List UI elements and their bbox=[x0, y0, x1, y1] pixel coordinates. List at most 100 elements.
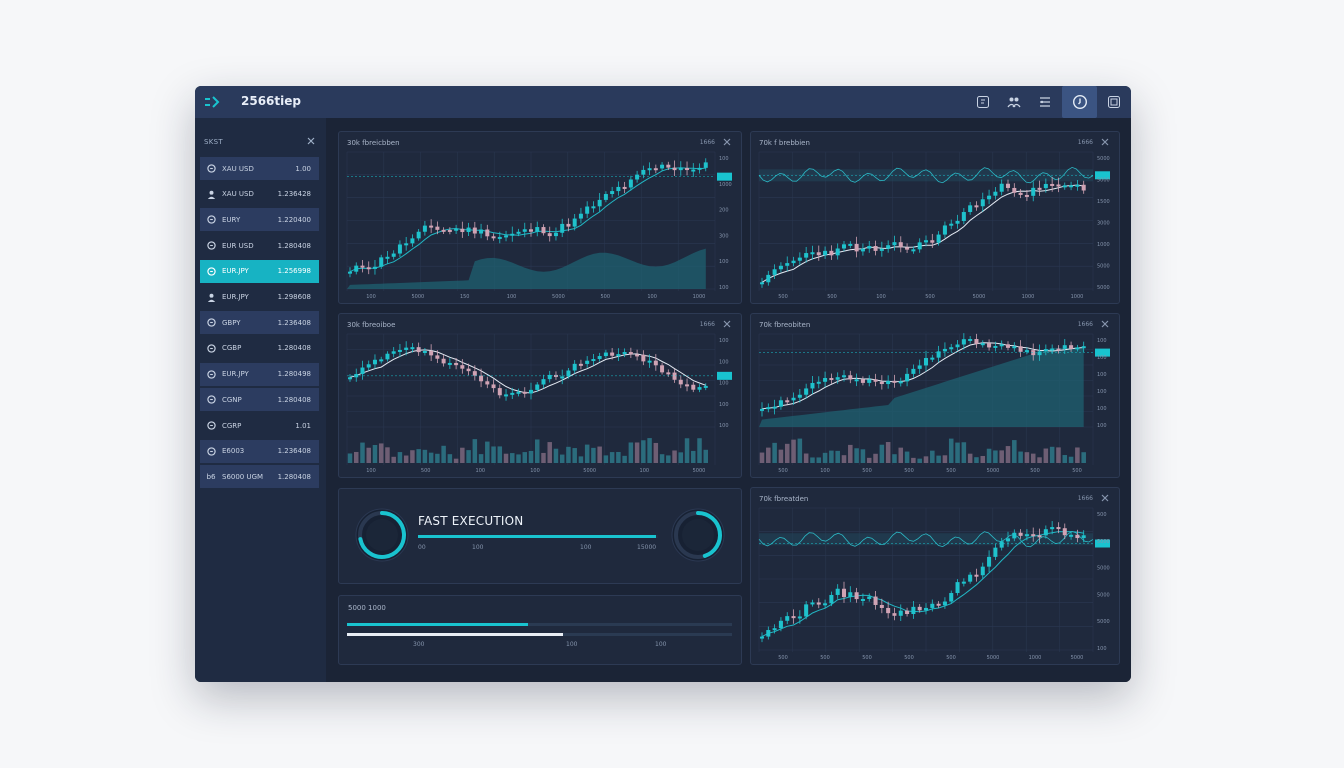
volume-bar bbox=[879, 444, 885, 463]
volume-bar bbox=[510, 453, 515, 463]
timer-button[interactable] bbox=[1062, 86, 1097, 118]
x-tick-label: 500 bbox=[778, 294, 788, 300]
candle-body bbox=[879, 381, 884, 385]
candle-body bbox=[974, 205, 979, 208]
candlestick-chart[interactable]: 100 100 100 100 100 100 500 100 100 5000 100 5000 bbox=[339, 314, 741, 477]
candle-body bbox=[867, 246, 872, 249]
candlestick-chart[interactable]: 5000 5000 1500 3000 1000 5000 5000 500 500 100 500… bbox=[751, 132, 1119, 303]
candle-body bbox=[886, 607, 891, 614]
volume-bar bbox=[703, 449, 709, 463]
symbol-row[interactable]: CGBP 1.280408 bbox=[200, 337, 319, 360]
symbol-price: 1.236428 bbox=[277, 190, 311, 199]
y-tick-label: 3000 bbox=[1097, 221, 1110, 227]
candle-body bbox=[491, 384, 496, 389]
volume-bar bbox=[803, 453, 809, 463]
snapshot-icon bbox=[1108, 96, 1120, 108]
candlestick-chart[interactable]: 500 5000 5000 5000 5000 100 500 500 500 500 500 500… bbox=[751, 488, 1119, 664]
y-tick-label: 5000 bbox=[1097, 539, 1110, 545]
candle-body bbox=[835, 248, 840, 256]
volume-bar bbox=[1062, 455, 1068, 463]
close-icon[interactable] bbox=[723, 138, 731, 146]
candle-body bbox=[441, 229, 446, 232]
volume-bar bbox=[911, 457, 916, 463]
symbol-row[interactable]: EUR.JPY 1.256998 bbox=[200, 259, 319, 283]
price-tag bbox=[1095, 171, 1110, 180]
candlestick-chart[interactable]: 100 100 100 100 100 100 500 100 500 500 500 5000 500… bbox=[751, 314, 1119, 477]
candle-body bbox=[416, 231, 421, 239]
candlestick-chart[interactable]: 100 1000 200 300 100 100 100 5000 150 100 5000 500 1… bbox=[339, 132, 741, 303]
close-icon[interactable] bbox=[1101, 138, 1109, 146]
symbol-row[interactable]: GBPY 1.236408 bbox=[200, 311, 319, 335]
candle-body bbox=[1050, 183, 1055, 186]
highlight-band bbox=[759, 169, 1093, 182]
volume-bar bbox=[1049, 446, 1055, 463]
symbol-row[interactable]: EUR.JPY 1.280498 bbox=[200, 362, 319, 386]
close-icon[interactable] bbox=[1101, 494, 1109, 502]
candle-body bbox=[391, 253, 396, 257]
candle-body bbox=[535, 227, 540, 232]
layout-button[interactable] bbox=[968, 90, 998, 114]
close-icon[interactable] bbox=[723, 320, 731, 328]
candle-body bbox=[454, 228, 459, 231]
symbol-name: EUR.JPY bbox=[222, 370, 249, 379]
y-tick-label: 1000 bbox=[719, 182, 732, 188]
x-tick-label: 100 bbox=[640, 468, 650, 474]
candle-body bbox=[797, 394, 802, 398]
candle-body bbox=[672, 167, 677, 171]
candle-body bbox=[936, 351, 941, 358]
candle-body bbox=[835, 377, 840, 380]
y-tick-label: 100 bbox=[1097, 423, 1107, 429]
snapshot-button[interactable] bbox=[1099, 90, 1129, 114]
candle-body bbox=[547, 374, 552, 380]
candle-body bbox=[541, 227, 546, 234]
candle-body bbox=[1069, 185, 1074, 188]
symbol-row[interactable]: XAU USD 1.236428 bbox=[200, 183, 319, 206]
symbol-price: 1.280408 bbox=[277, 395, 311, 404]
symbol-row[interactable]: CGNP 1.280408 bbox=[200, 388, 319, 412]
x-tick-label: 500 bbox=[946, 468, 956, 474]
candle-body bbox=[497, 388, 502, 396]
chart-title: 30k fbreicbben bbox=[347, 139, 400, 147]
candle-body bbox=[955, 344, 960, 348]
coin-icon bbox=[206, 318, 216, 328]
x-tick-label: 5000 bbox=[987, 655, 1000, 661]
symbol-row[interactable]: EUR.JPY 1.298608 bbox=[200, 286, 319, 309]
candle-body bbox=[1012, 187, 1017, 193]
candle-body bbox=[1075, 347, 1080, 350]
list-button[interactable] bbox=[1030, 90, 1060, 114]
volume-bar bbox=[503, 453, 509, 463]
symbol-price: 1.01 bbox=[295, 421, 311, 430]
symbol-row[interactable]: CGRP 1.01 bbox=[200, 414, 319, 437]
symbol-row[interactable]: EUR USD 1.280408 bbox=[200, 234, 319, 257]
candle-body bbox=[622, 352, 627, 355]
candle-body bbox=[829, 250, 834, 256]
candle-body bbox=[823, 250, 828, 256]
candle-body bbox=[1037, 535, 1042, 538]
candle-body bbox=[1081, 184, 1086, 191]
symbol-row[interactable]: E6003 1.236408 bbox=[200, 439, 319, 463]
volume-bar bbox=[466, 450, 471, 463]
close-icon[interactable] bbox=[306, 136, 316, 146]
candle-body bbox=[797, 616, 802, 619]
moving-average-line bbox=[349, 167, 706, 273]
candle-body bbox=[410, 347, 415, 350]
candle-body bbox=[759, 636, 765, 639]
symbol-row[interactable]: XAU USD 1.00 bbox=[200, 157, 319, 180]
volume-bar bbox=[860, 449, 866, 463]
x-tick-label: 1000 bbox=[1071, 294, 1084, 300]
coin-icon bbox=[206, 421, 216, 431]
y-tick-label: 1500 bbox=[1097, 199, 1110, 205]
close-icon[interactable] bbox=[1101, 320, 1109, 328]
volume-bar bbox=[441, 445, 446, 463]
symbol-price: 1.236408 bbox=[277, 318, 311, 327]
candle-body bbox=[785, 263, 790, 266]
users-button[interactable] bbox=[999, 90, 1029, 114]
candle-body bbox=[1018, 346, 1023, 352]
y-tick-label: 100 bbox=[719, 381, 729, 387]
symbol-name: XAU USD bbox=[222, 190, 254, 199]
symbol-row[interactable]: b6 S6000 UGM 1.280408 bbox=[200, 465, 319, 489]
symbol-price: 1.236408 bbox=[277, 447, 311, 456]
candle-body bbox=[892, 242, 897, 246]
symbol-row[interactable]: EURY 1.220400 bbox=[200, 208, 319, 232]
volume-bar bbox=[841, 455, 847, 463]
